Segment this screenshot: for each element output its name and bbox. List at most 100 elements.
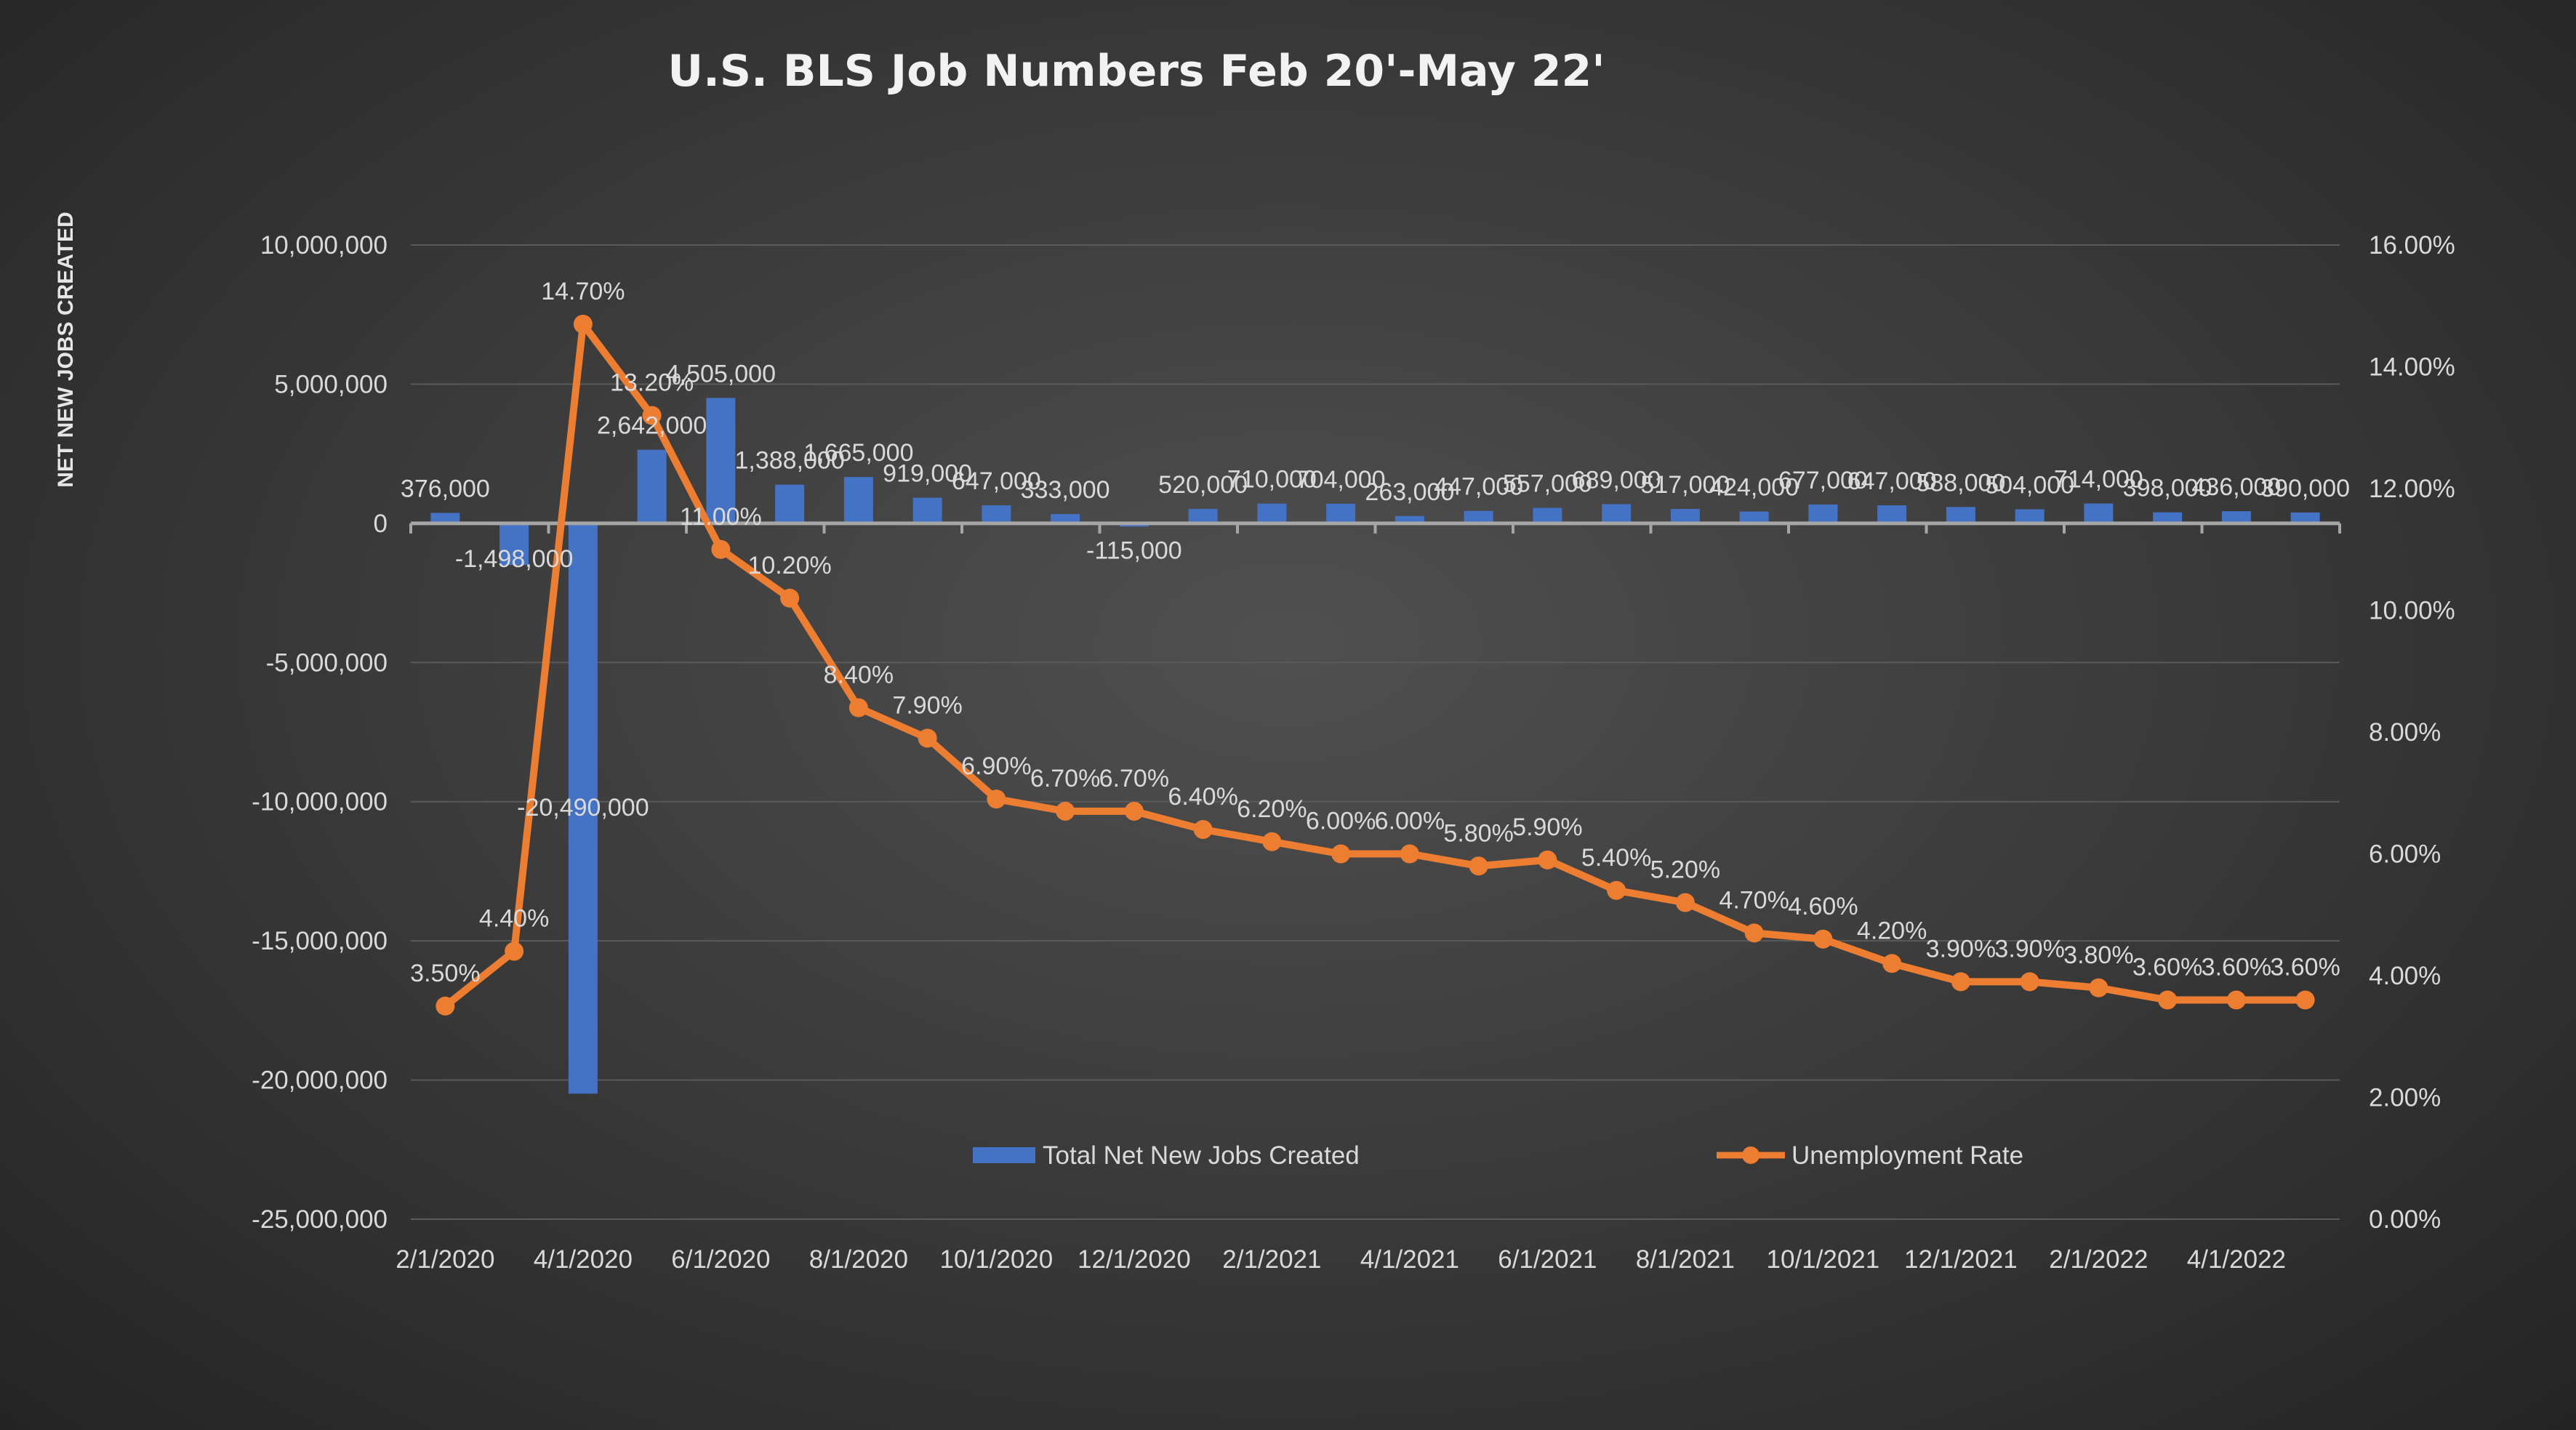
bar-data-label: 689,000 — [1572, 466, 1661, 494]
line-point — [2226, 990, 2246, 1010]
bar-data-label: 520,000 — [1158, 471, 1248, 499]
line-data-label: 7.90% — [892, 691, 962, 719]
bar — [1395, 515, 1424, 523]
line-point — [2089, 978, 2108, 997]
y2-tick-label: 6.00% — [2369, 840, 2441, 869]
x-tick-label: 2/1/2021 — [1222, 1245, 1321, 1274]
bar-data-label: 557,000 — [1503, 470, 1592, 498]
line-data-label: 10.20% — [747, 552, 831, 579]
x-tick-label: 4/1/2020 — [534, 1245, 633, 1274]
line-point — [1882, 954, 1902, 973]
line-point — [987, 790, 1006, 809]
bar-data-label: 710,000 — [1227, 466, 1317, 494]
y2-tick-label: 2.00% — [2369, 1084, 2441, 1112]
y2-tick-label: 14.00% — [2369, 353, 2455, 382]
bar — [1808, 504, 1838, 523]
line-point — [1469, 856, 1488, 876]
y2-tick-label: 16.00% — [2369, 231, 2455, 260]
bar — [775, 484, 805, 523]
line-data-label: 3.90% — [1926, 935, 1996, 963]
line-data-label: 4.70% — [1719, 886, 1789, 914]
line-data-label: 4.60% — [1788, 893, 1858, 920]
line-data-label: 6.20% — [1237, 795, 1307, 823]
x-tick-label: 10/1/2021 — [1767, 1245, 1880, 1274]
line-data-label: 6.00% — [1375, 808, 1445, 835]
y-tick-label: -10,000,000 — [252, 788, 388, 816]
bar — [1739, 511, 1769, 523]
y-tick-label: -15,000,000 — [252, 927, 388, 955]
y-tick-label: -20,000,000 — [252, 1067, 388, 1095]
bar — [843, 477, 873, 523]
bar — [1188, 508, 1218, 523]
line-point — [505, 941, 524, 961]
legend-swatch-jobs — [973, 1147, 1035, 1163]
line-data-label: 13.20% — [610, 369, 694, 397]
bar-data-label: 390,000 — [2260, 475, 2350, 502]
bar — [912, 497, 942, 523]
bar-data-label: 398,000 — [2123, 475, 2212, 502]
line-data-label: 4.20% — [1857, 917, 1927, 944]
x-tick-label: 6/1/2021 — [1498, 1245, 1597, 1274]
legend-label-rate: Unemployment Rate — [1791, 1141, 2023, 1170]
legend-marker-rate — [1742, 1146, 1760, 1164]
y2-tick-label: 0.00% — [2369, 1205, 2441, 1234]
bar-data-label: 588,000 — [1916, 469, 2005, 497]
bar-data-label: 424,000 — [1709, 474, 1799, 502]
line-data-label: 14.70% — [541, 278, 625, 305]
line-data-label: 6.70% — [1030, 765, 1100, 792]
bar-data-label: 504,000 — [1985, 472, 2074, 499]
bar-data-label: 919,000 — [883, 460, 972, 488]
data-labels: 376,000 -1,498,000 -20,490,000 2,642,000 4,5… — [401, 278, 2350, 987]
legend-label-jobs: Total Net New Jobs Created — [1043, 1141, 1360, 1170]
bar — [1877, 505, 1907, 523]
bar — [1670, 509, 1700, 523]
line-data-label: 6.40% — [1168, 783, 1237, 811]
line-series — [436, 314, 2315, 1016]
bar — [2153, 512, 2183, 523]
line-data-label: 3.80% — [2063, 941, 2133, 969]
y2-tick-label: 10.00% — [2369, 597, 2455, 625]
bar — [1326, 503, 1356, 523]
bar — [1051, 514, 1080, 523]
line-data-label: 3.60% — [2202, 954, 2271, 981]
line-data-label: 3.60% — [2132, 954, 2202, 981]
line-data-label: 5.80% — [1443, 819, 1513, 847]
bar-data-label: 447,000 — [1434, 473, 1523, 501]
bar — [568, 523, 598, 1094]
bar-data-label: 436,000 — [2191, 473, 2281, 501]
bar — [1257, 503, 1287, 523]
line-data-label: 4.40% — [479, 905, 549, 933]
bar-data-label: 647,000 — [952, 467, 1041, 495]
legend: Total Net New Jobs Created Unemployment … — [973, 1141, 2023, 1170]
bar-data-label: 333,000 — [1021, 476, 1110, 504]
x-tick-label: 12/1/2020 — [1078, 1245, 1191, 1274]
line-data-label: 6.00% — [1306, 808, 1376, 835]
line-point — [1193, 820, 1213, 839]
line-point — [2158, 990, 2178, 1010]
bar — [1602, 504, 1632, 523]
y2-tick-label: 8.00% — [2369, 718, 2441, 747]
line-data-label: 6.70% — [1099, 765, 1169, 792]
y-tick-label: -5,000,000 — [266, 648, 388, 677]
line-point — [1400, 844, 1419, 864]
bar-data-label: 4,505,000 — [666, 360, 776, 387]
line-point — [1744, 923, 1764, 943]
bar-data-label: 1,388,000 — [734, 447, 844, 475]
bar — [2084, 503, 2114, 523]
bar — [430, 513, 460, 523]
x-tick-label: 12/1/2021 — [1904, 1245, 2018, 1274]
line-data-label: 3.50% — [410, 960, 480, 987]
line-point — [848, 698, 868, 718]
line-data-label: 3.90% — [1994, 935, 2064, 963]
bar — [982, 505, 1011, 523]
bar-data-label: 677,000 — [1778, 467, 1868, 494]
bar — [706, 398, 736, 523]
y2-tick-label: 4.00% — [2369, 962, 2441, 990]
line-point — [1675, 893, 1695, 912]
bar — [2290, 512, 2320, 523]
gridlines — [411, 244, 2340, 1220]
line-point — [1538, 850, 1557, 869]
line-data-label: 11.00% — [680, 503, 762, 531]
line-data-label: 6.90% — [961, 752, 1031, 780]
